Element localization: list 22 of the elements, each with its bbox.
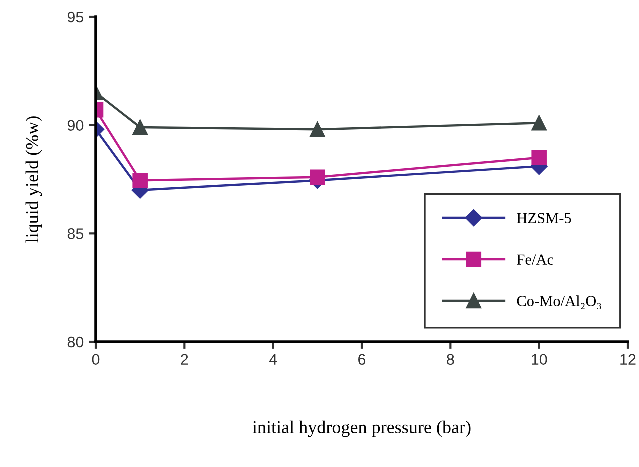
point xyxy=(532,150,547,166)
point xyxy=(310,122,326,138)
point xyxy=(132,120,148,136)
legend-label: Fe/Ac xyxy=(517,254,554,265)
point xyxy=(310,170,326,185)
x-tick-label: 12 xyxy=(620,354,636,365)
x-axis-title: initial hydrogen pressure (bar) xyxy=(252,420,471,438)
y-tick-label: 80 xyxy=(68,336,84,348)
point xyxy=(532,116,547,131)
x-tick-label: 10 xyxy=(532,354,548,366)
x-tick-label: 4 xyxy=(269,354,278,365)
legend-label: HZSM-5 xyxy=(517,213,572,224)
legend-label: Co-Mo/Al₂O₃ xyxy=(517,296,602,310)
x-tick-label: 0 xyxy=(92,354,100,366)
point xyxy=(132,172,148,188)
y-tick-label: 95 xyxy=(68,12,84,23)
x-tick-label: 2 xyxy=(181,354,188,365)
x-tick-label: 8 xyxy=(447,354,454,366)
x-tick-label: 6 xyxy=(358,354,366,366)
y-tick-label: 85 xyxy=(68,228,84,240)
y-axis-title: liquid yield (%w) xyxy=(26,116,42,243)
y-tick-label: 90 xyxy=(68,120,84,132)
